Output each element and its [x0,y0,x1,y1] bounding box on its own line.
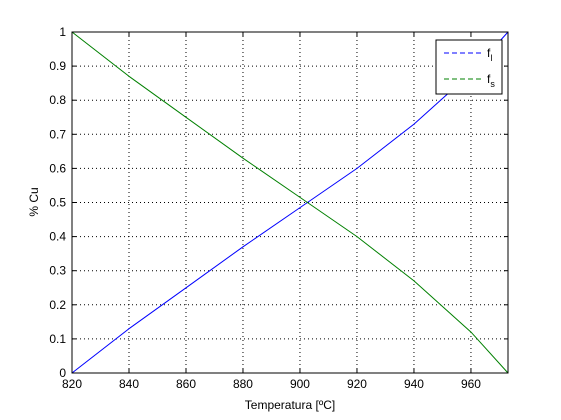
y-tick-label: 0.7 [49,127,66,141]
x-tick-label: 820 [62,377,82,391]
y-tick-label: 0.1 [49,332,66,346]
legend-box [435,39,503,95]
series-line-fs [71,31,509,374]
ticks [71,31,508,374]
x-tick-label: 880 [233,377,253,391]
x-axis-label: Temperatura [ºC] [245,398,335,412]
y-tick-label: 0.2 [49,298,66,312]
legend-label-fs: fs [487,72,495,89]
legend-label-fl-main: f [487,46,491,60]
x-tick-label: 840 [119,377,139,391]
y-tick-label: 0.4 [49,230,66,244]
x-tick-label: 960 [461,377,481,391]
y-tick-label: 0.6 [49,161,66,175]
y-tick-label: 0 [59,366,66,380]
legend-label-fl: fl [487,46,492,63]
legend: fl fs [435,39,503,95]
x-tick-label: 900 [290,377,310,391]
y-tick-label: 1 [59,25,66,39]
x-tick-label: 860 [176,377,196,391]
x-tick-label: 940 [404,377,424,391]
legend-label-fl-sub: l [490,53,492,63]
legend-label-fs-main: f [487,72,491,86]
y-axis-label: % Cu [27,187,41,216]
y-tick-label: 0.5 [49,196,66,210]
tick-labels: 820 840 860 880 900 920 940 960 0 0.1 0.2 0.3 0.4 0.5… [49,25,481,391]
y-tick-label: 0.3 [49,264,66,278]
y-tick-label: 0.8 [49,93,66,107]
legend-label-fs-sub: s [490,79,495,89]
y-tick-label: 0.9 [49,59,66,73]
x-tick-label: 920 [347,377,367,391]
